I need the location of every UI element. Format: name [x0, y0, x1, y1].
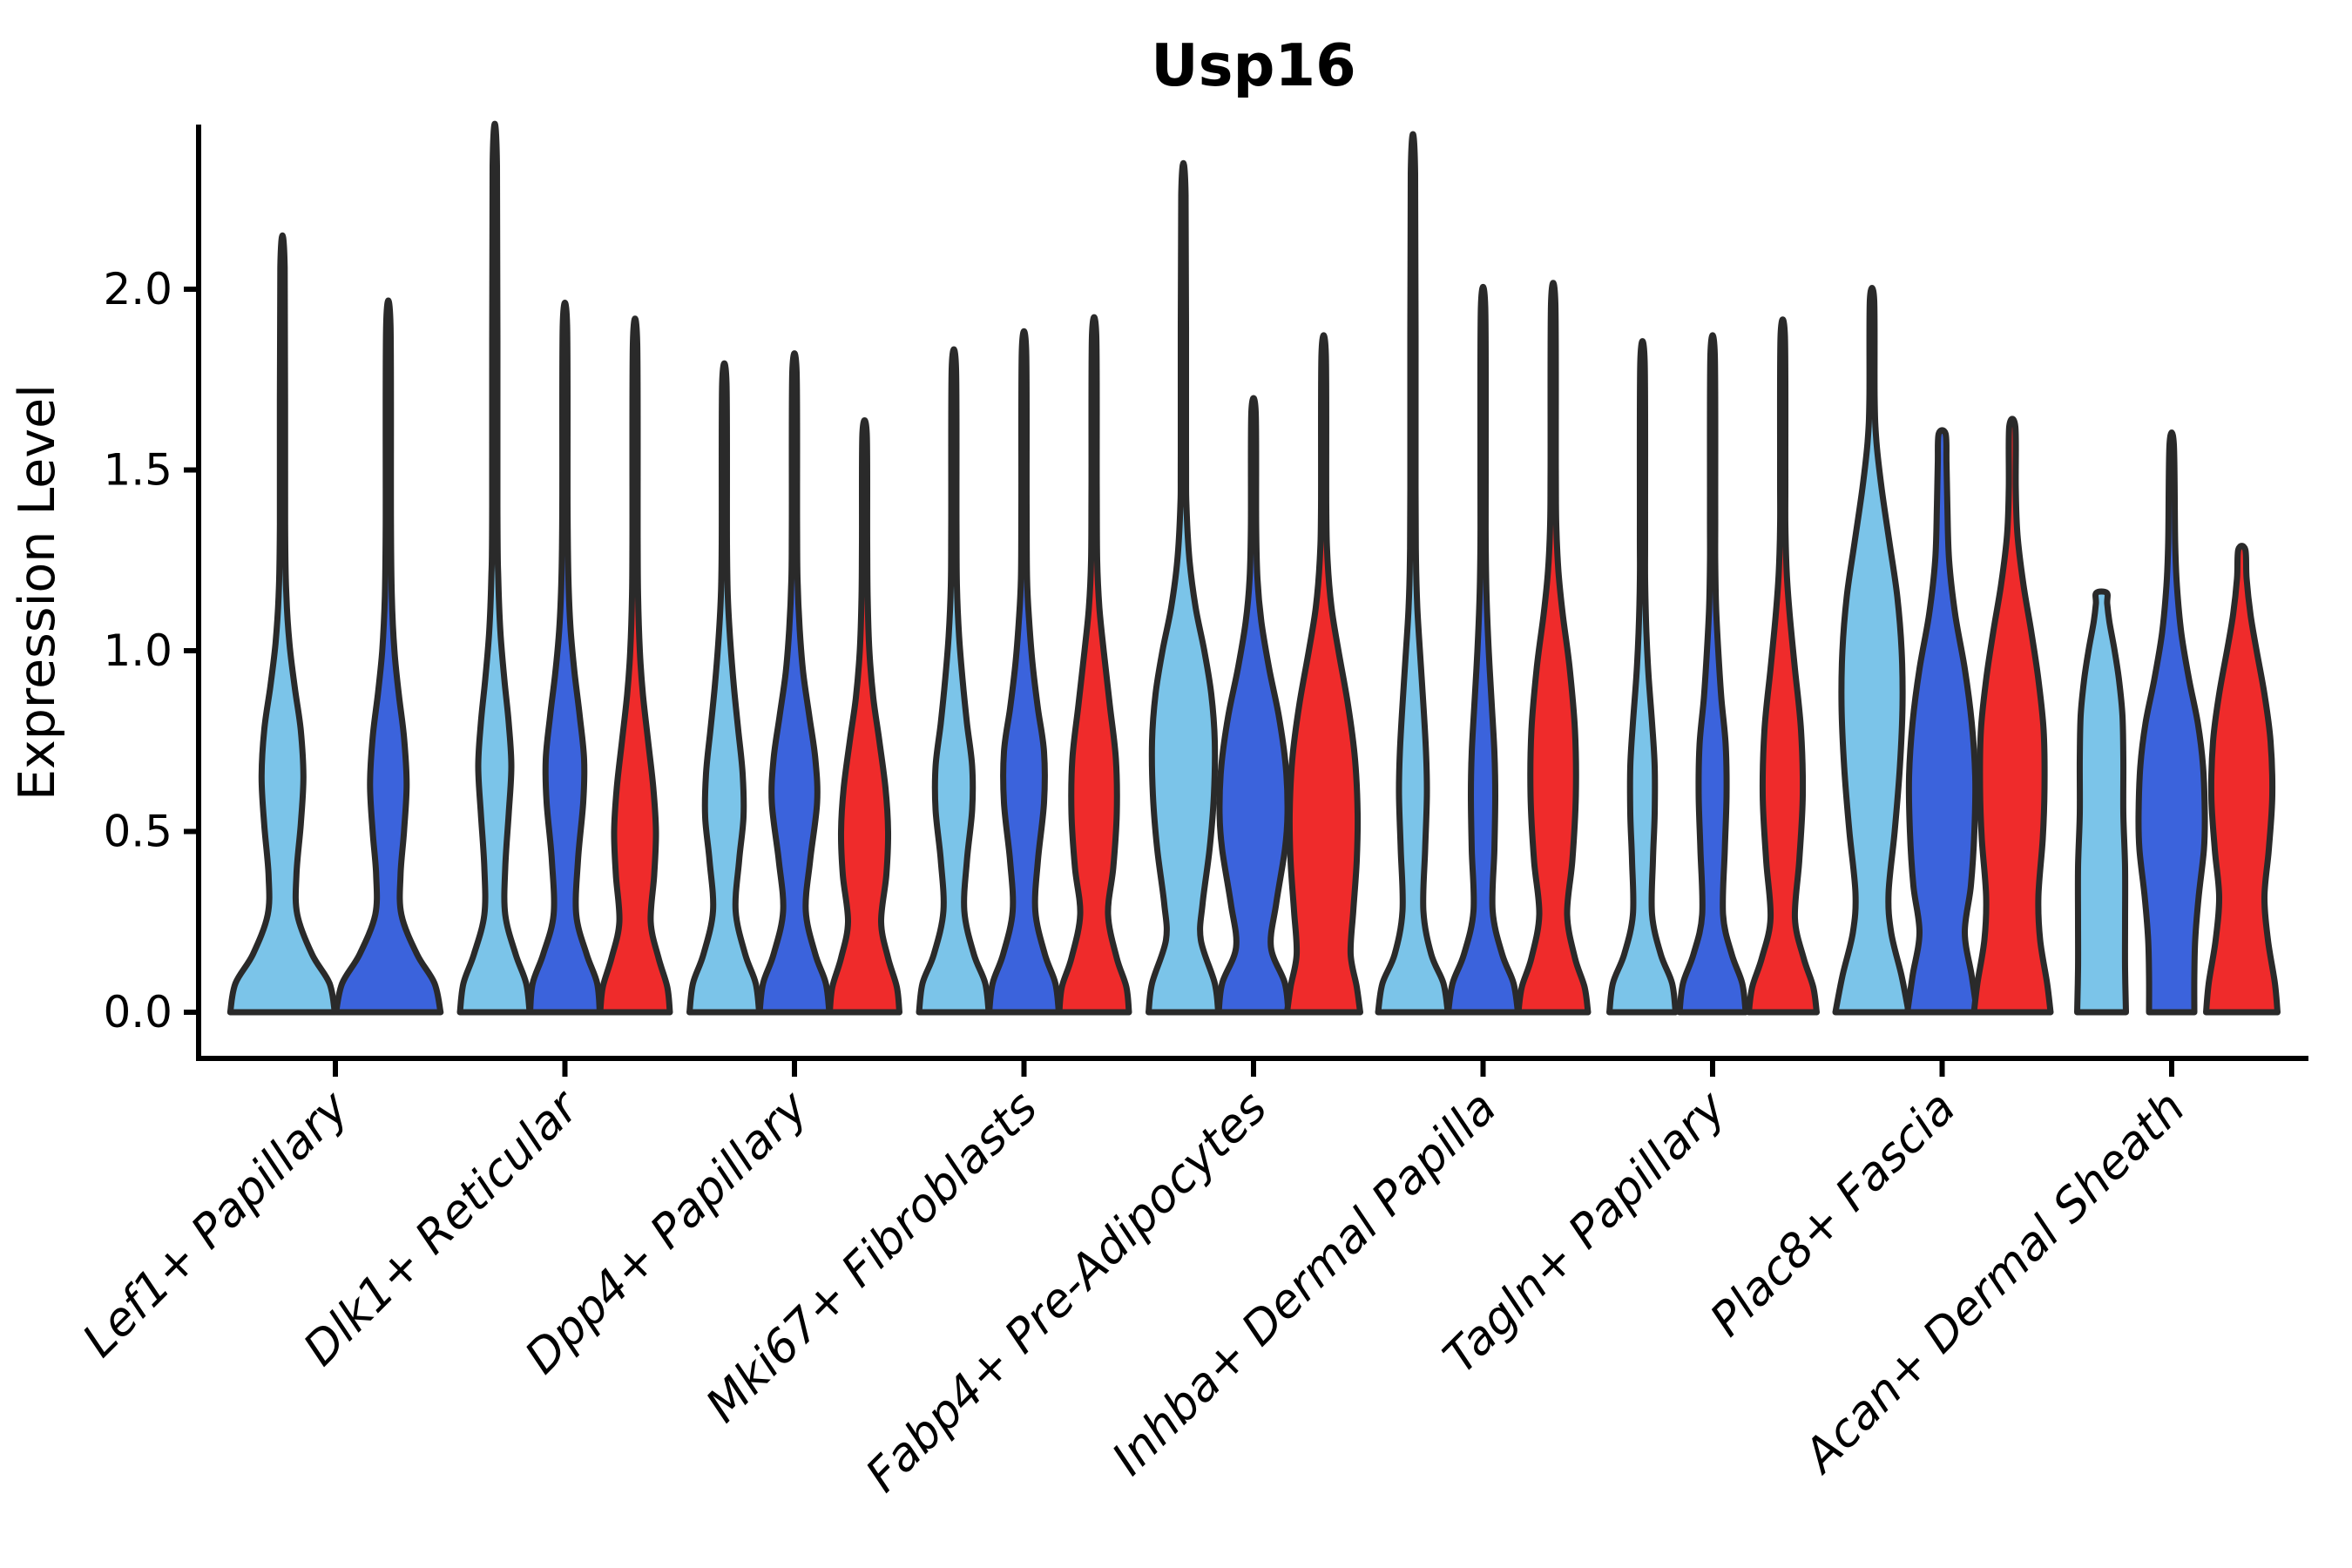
violin-dlk1-series-3-red [597, 315, 673, 1016]
violin-dpp4-series-3-red [827, 416, 902, 1016]
violin-fabp4-series-2-blue [1215, 395, 1292, 1016]
violin-acan-series-2-blue [2135, 429, 2208, 1016]
violin-mki67-series-3-red [1056, 314, 1132, 1016]
violin-dpp4-series-2-blue [756, 350, 833, 1016]
chart-title: Usp16 [1151, 31, 1355, 99]
violin-plac8-series-1-lightblue [1832, 284, 1912, 1016]
violin-inhba-series-1-lightblue [1375, 131, 1451, 1016]
violin-plac8-series-2-blue [1904, 427, 1980, 1016]
violin-tagln-series-2-blue [1676, 332, 1749, 1016]
violin-inhba-series-2-blue [1445, 284, 1521, 1016]
violin-plac8-series-3-red [1970, 416, 2054, 1016]
violin-mki67-series-1-lightblue [916, 346, 992, 1016]
violin-acan-series-3-red [2203, 543, 2281, 1016]
violin-dlk1-series-2-blue [527, 300, 603, 1016]
violin-tagln-series-3-red [1746, 316, 1820, 1016]
violin-fabp4-series-1-lightblue [1146, 160, 1221, 1016]
violin-tagln-series-1-lightblue [1606, 338, 1679, 1016]
violin-fabp4-series-3-red [1284, 332, 1363, 1016]
y-tick-label: 1.5 [103, 445, 172, 496]
violins-layer [226, 120, 2281, 1016]
violin-lef1-series-2-blue [333, 297, 444, 1016]
y-axis-label: Expression Level [9, 384, 66, 801]
y-tick-labels: 0.0 0.5 1.0 1.5 2.0 [103, 264, 199, 1037]
violin-mki67-series-2-blue [986, 328, 1062, 1016]
y-tick-label: 0.0 [103, 987, 172, 1037]
violin-lef1-series-1-lightblue [226, 233, 338, 1016]
axes-layer [196, 125, 2308, 1061]
violin-dpp4-series-1-lightblue [686, 360, 762, 1016]
y-tick-label: 0.5 [103, 807, 172, 857]
y-tick-label: 2.0 [103, 264, 172, 314]
violin-inhba-series-3-red [1515, 280, 1592, 1016]
y-tick-label: 1.0 [103, 625, 172, 676]
violin-acan-series-1-lightblue [2074, 588, 2129, 1016]
violin-dlk1-series-1-lightblue [456, 120, 533, 1016]
